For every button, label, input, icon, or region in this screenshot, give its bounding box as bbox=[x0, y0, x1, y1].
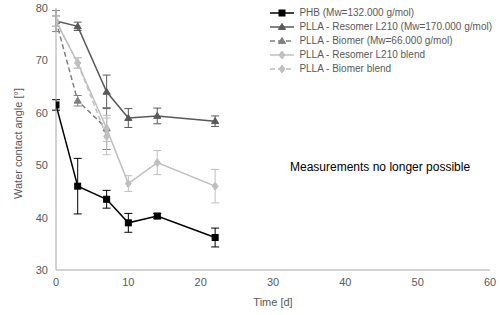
svg-text:40: 40 bbox=[36, 212, 48, 224]
svg-text:50: 50 bbox=[36, 159, 48, 171]
svg-text:60: 60 bbox=[484, 276, 492, 288]
svg-text:50: 50 bbox=[412, 276, 424, 288]
html-text:PHB (Mw=132.000 g/mol): PHB (Mw=132.000 g/mol) bbox=[299, 7, 415, 18]
html-text:PLLA - Resomer L210 blend: PLLA - Resomer L210 blend bbox=[299, 49, 425, 60]
svg-text:80: 80 bbox=[36, 2, 48, 14]
html-text:PLLA - Biomer (Mw=66.000 g/mol: PLLA - Biomer (Mw=66.000 g/mol) bbox=[299, 35, 453, 46]
svg-text:Time [d]: Time [d] bbox=[253, 296, 292, 308]
svg-text:40: 40 bbox=[339, 276, 351, 288]
svg-text:30: 30 bbox=[267, 276, 279, 288]
svg-text:10: 10 bbox=[122, 276, 134, 288]
html-text:PLLA - Resomer L210 (Mw=170.00: PLLA - Resomer L210 (Mw=170.000 g/mol) bbox=[299, 21, 492, 32]
svg-text:30: 30 bbox=[36, 264, 48, 276]
svg-text:20: 20 bbox=[195, 276, 207, 288]
html-text:PLLA - Biomer blend: PLLA - Biomer blend bbox=[299, 63, 392, 74]
html-text:Measurements no longer possibl: Measurements no longer possible bbox=[290, 160, 471, 174]
svg-text:0: 0 bbox=[53, 276, 59, 288]
svg-text:60: 60 bbox=[36, 107, 48, 119]
svg-text:Water contact angle [°]: Water contact angle [°] bbox=[12, 88, 24, 199]
svg-text:70: 70 bbox=[36, 54, 48, 66]
